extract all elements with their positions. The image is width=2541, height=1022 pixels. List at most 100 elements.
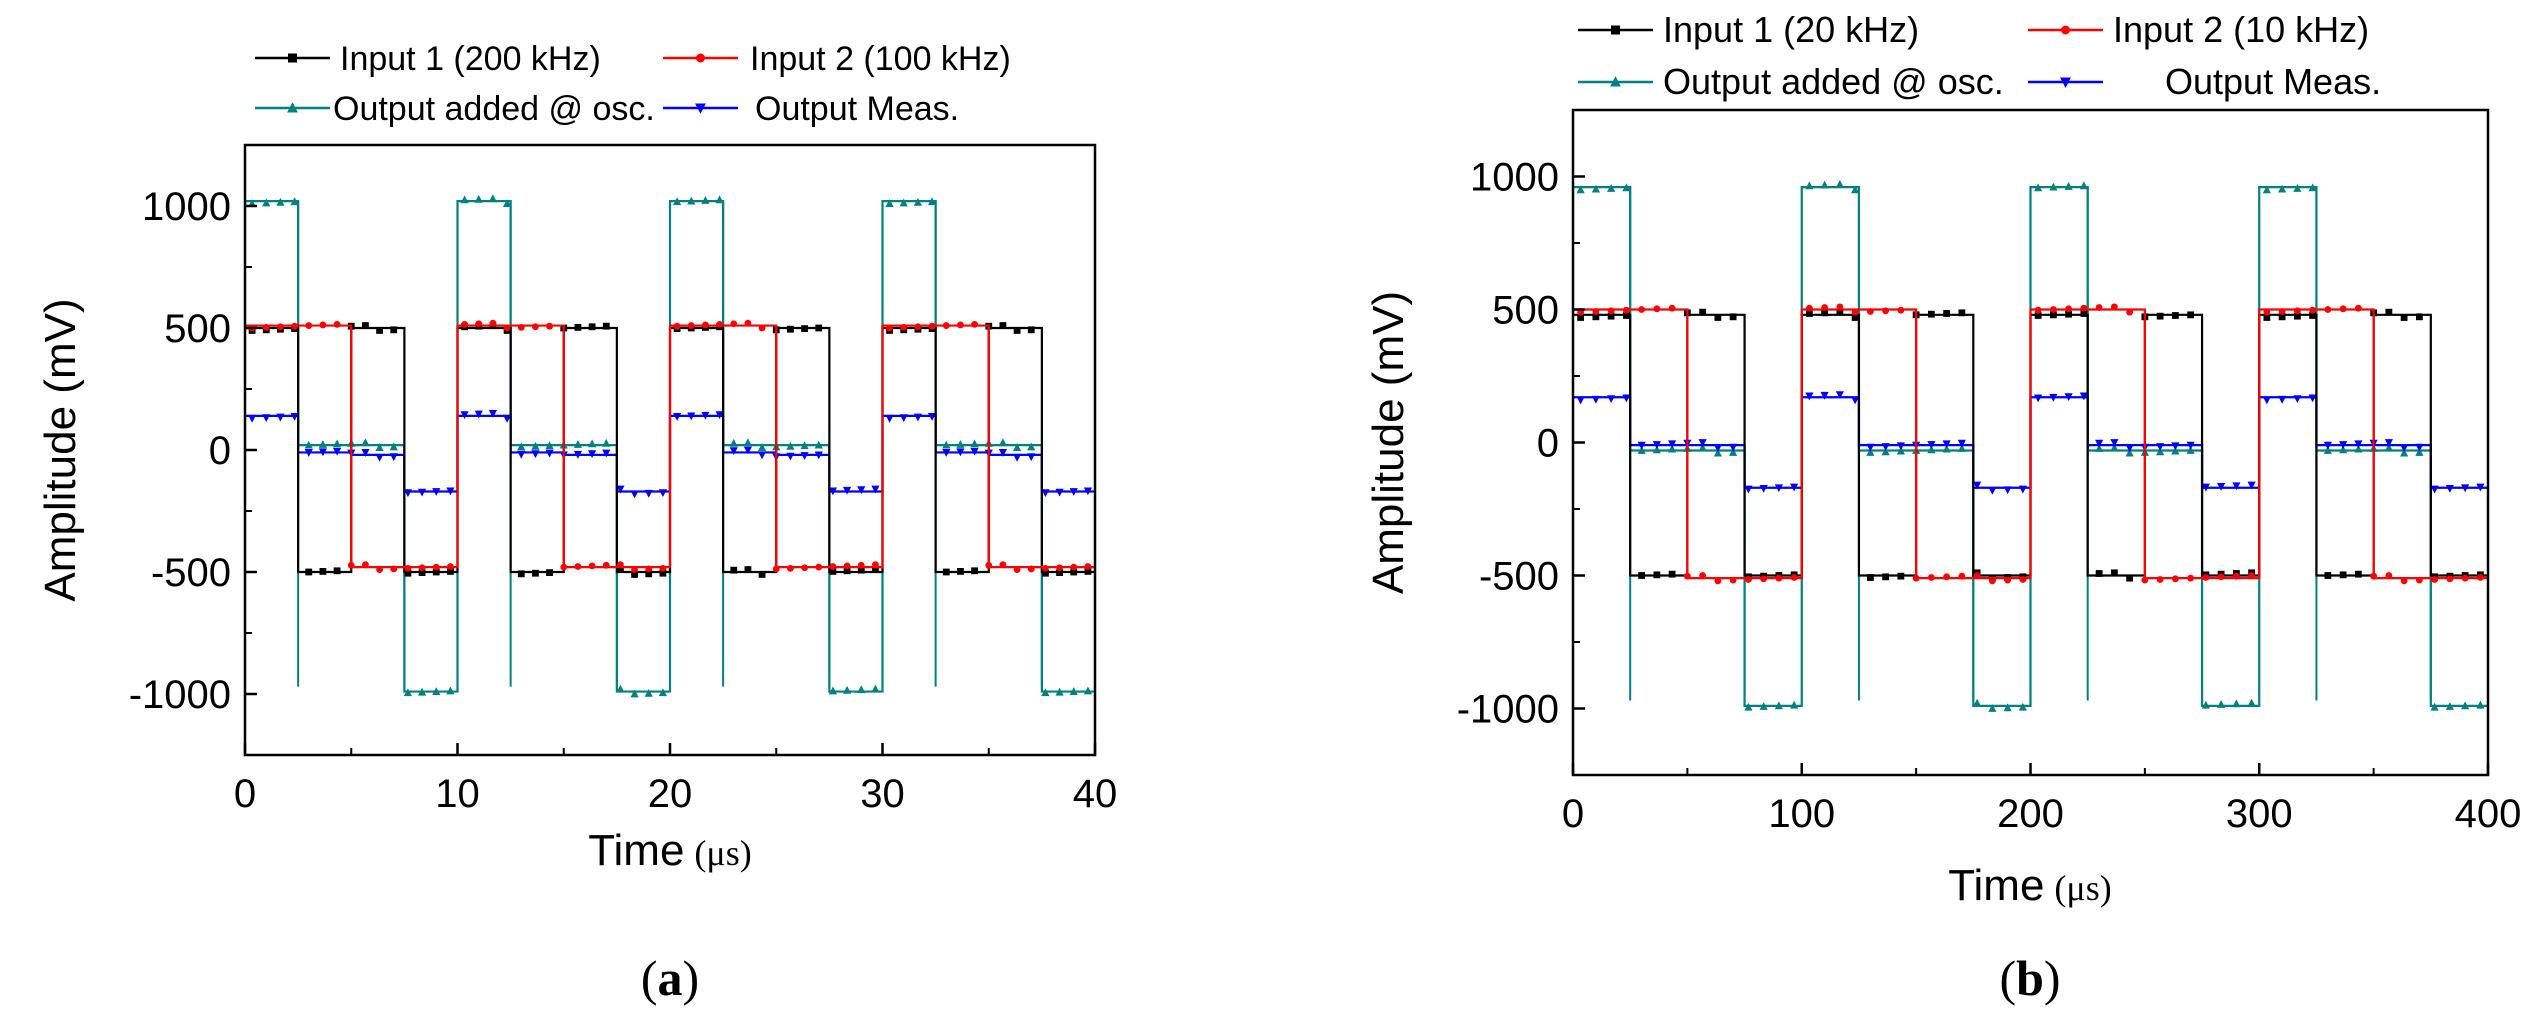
series-marker xyxy=(1790,574,1798,581)
series-marker xyxy=(2080,304,2088,312)
series-marker xyxy=(1041,489,1050,498)
series-marker xyxy=(900,323,908,331)
series-marker xyxy=(658,489,667,498)
series-marker xyxy=(1607,307,1615,315)
series-marker xyxy=(2400,444,2409,453)
series-marker xyxy=(2247,481,2256,490)
series-marker xyxy=(1957,444,1966,452)
series-marker xyxy=(899,198,908,207)
series-marker xyxy=(1668,570,1676,578)
series-marker xyxy=(2384,443,2393,452)
series-marker xyxy=(2278,184,2287,193)
series-marker xyxy=(2187,311,2195,319)
legend-item: Input 1 (200 kHz) xyxy=(255,40,601,78)
legend: Input 1 (20 kHz) Input 2 (10 kHz) Output a… xyxy=(1578,9,2381,102)
series-marker xyxy=(532,323,539,331)
series-marker xyxy=(801,564,808,572)
series-marker xyxy=(1943,573,1951,581)
series-marker xyxy=(2217,482,2226,491)
series-marker xyxy=(658,688,667,697)
series-marker xyxy=(715,411,724,420)
series-marker xyxy=(1790,483,1799,492)
series-marker xyxy=(1653,305,1661,313)
series-marker xyxy=(1668,440,1677,449)
series-marker xyxy=(730,566,738,574)
series-marker xyxy=(432,687,441,695)
series-marker xyxy=(1714,314,1722,321)
series-marker xyxy=(1027,326,1035,334)
series-marker xyxy=(1729,313,1737,321)
series-marker xyxy=(362,322,369,329)
series-marker xyxy=(1070,568,1078,576)
series-marker xyxy=(1820,391,1829,400)
series-marker xyxy=(446,686,455,695)
series-marker xyxy=(999,322,1007,329)
legend-item: Output added @ osc. xyxy=(1578,61,2004,102)
series-marker xyxy=(2293,312,2301,320)
y-tick-label: 0 xyxy=(209,429,231,473)
series-marker xyxy=(2141,576,2149,584)
x-tick-label: 0 xyxy=(234,772,256,816)
series-marker xyxy=(418,564,426,572)
series-marker xyxy=(588,323,596,331)
series-marker xyxy=(942,568,950,576)
series-marker xyxy=(418,488,427,497)
series-marker xyxy=(998,438,1007,447)
series-marker xyxy=(1851,308,1859,316)
series-marker xyxy=(631,566,638,573)
series-marker xyxy=(2309,306,2317,314)
series-marker xyxy=(843,486,852,495)
series-marker xyxy=(2186,441,2195,450)
series-marker xyxy=(1056,564,1063,572)
series-marker xyxy=(800,441,809,450)
series-marker xyxy=(787,564,794,572)
series-marker xyxy=(701,196,710,204)
series-marker xyxy=(2201,483,2210,492)
x-tick-label: 20 xyxy=(648,772,693,816)
legend-item: Output Meas. xyxy=(663,90,959,128)
series-marker xyxy=(1927,445,1936,454)
legend-label: Output added @ osc. xyxy=(333,90,655,128)
series-marker xyxy=(1774,701,1783,710)
series-marker xyxy=(1927,310,1935,318)
legend-swatch-marker xyxy=(1611,25,1620,35)
series-marker xyxy=(871,485,880,494)
series-marker xyxy=(2354,304,2362,312)
series-marker xyxy=(970,439,979,448)
series-marker xyxy=(1041,688,1050,697)
series-marker xyxy=(375,443,384,451)
y-axis-title: Amplitude (mV) xyxy=(36,298,85,601)
series-marker xyxy=(1013,443,1022,451)
series-marker xyxy=(2171,575,2179,583)
series-marker xyxy=(729,438,738,447)
series-marker xyxy=(645,565,653,573)
series-marker xyxy=(503,324,511,332)
series-marker xyxy=(2263,308,2271,316)
series-marker xyxy=(1881,447,1890,456)
series-marker xyxy=(885,199,894,207)
y-tick-label: 500 xyxy=(1492,289,1559,333)
series-marker xyxy=(659,564,667,572)
series-marker xyxy=(305,568,313,576)
series-marker xyxy=(1622,183,1631,192)
legend-swatch-marker xyxy=(287,102,298,113)
legend-item: Input 2 (10 kHz) xyxy=(2028,9,2369,50)
series-marker xyxy=(2064,393,2073,402)
series-marker xyxy=(2461,484,2470,493)
series-marker xyxy=(1836,308,1844,316)
series-marker xyxy=(1668,444,1677,453)
series-marker xyxy=(262,414,271,423)
series-marker xyxy=(617,561,624,569)
x-tick-label: 200 xyxy=(1997,792,2064,836)
series-marker xyxy=(829,563,837,570)
x-tick-label: 0 xyxy=(1562,792,1584,836)
series-marker xyxy=(1927,574,1935,581)
series-marker xyxy=(616,485,625,494)
series-marker xyxy=(1942,440,1951,449)
x-axis-unit: (μs) xyxy=(2054,868,2111,908)
x-tick-label: 300 xyxy=(2226,792,2293,836)
series-marker xyxy=(1069,687,1078,695)
series-marker xyxy=(956,440,965,448)
series-marker xyxy=(2430,702,2439,711)
panel-label: (b) xyxy=(1999,950,2060,1006)
